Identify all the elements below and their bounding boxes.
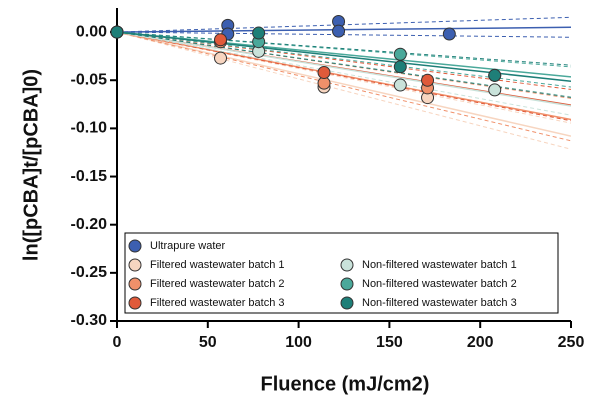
confidence-band — [117, 31, 571, 66]
confidence-band — [117, 31, 571, 150]
data-point — [332, 24, 346, 38]
data-point — [110, 25, 124, 39]
confidence-band — [117, 31, 571, 68]
y-tick-label: -0.25 — [71, 264, 108, 281]
legend-label: Ultrapure water — [150, 240, 226, 252]
data-point — [393, 78, 407, 92]
confidence-band — [117, 31, 571, 98]
legend-marker — [340, 258, 354, 272]
legend-label: Non-filtered wastewater batch 2 — [362, 278, 517, 290]
y-tick-label: -0.10 — [71, 120, 108, 137]
data-point — [252, 26, 266, 40]
x-tick-label: 200 — [467, 334, 494, 351]
y-axis-label: ln([pCBA]t/[pCBA]0) — [20, 69, 42, 261]
legend-marker — [340, 296, 354, 310]
confidence-band — [117, 31, 571, 142]
legend-marker — [128, 296, 142, 310]
data-point — [393, 47, 407, 61]
y-tick-label: -0.20 — [71, 216, 108, 233]
x-tick-label: 250 — [558, 334, 585, 351]
confidence-band — [117, 31, 571, 90]
fits — [117, 16, 571, 150]
legend-label: Filtered wastewater batch 1 — [150, 259, 285, 271]
confidence-band — [117, 31, 571, 99]
legend-label: Non-filtered wastewater batch 1 — [362, 259, 517, 271]
x-tick-label: 150 — [376, 334, 403, 351]
data-point — [393, 60, 407, 74]
confidence-band — [117, 31, 571, 98]
data-point — [488, 83, 502, 97]
x-tick-label: 100 — [285, 334, 312, 351]
data-point — [421, 73, 435, 87]
fit-line — [117, 31, 571, 137]
y-tick-label: -0.05 — [71, 71, 108, 88]
legend-marker — [128, 277, 142, 291]
fit-line — [117, 31, 571, 121]
legend-label: Non-filtered wastewater batch 3 — [362, 297, 517, 309]
confidence-band — [117, 31, 571, 38]
fit-line — [117, 31, 571, 83]
y-tick-label: -0.30 — [71, 312, 108, 329]
legend-label: Filtered wastewater batch 3 — [150, 297, 285, 309]
legend-marker — [128, 258, 142, 272]
data-point — [442, 27, 456, 41]
legend-label: Filtered wastewater batch 2 — [150, 278, 285, 290]
data-point — [488, 68, 502, 82]
legend-marker — [128, 239, 142, 253]
confidence-band — [117, 31, 571, 88]
x-axis-label: Fluence (mJ/cm2) — [261, 373, 430, 395]
data-point — [214, 51, 228, 65]
x-tick-label: 0 — [113, 334, 122, 351]
fit-line — [117, 31, 571, 107]
x-tick-label: 50 — [199, 334, 217, 351]
legend-marker — [340, 277, 354, 291]
data-point — [317, 66, 331, 80]
y-tick-label: -0.15 — [71, 168, 108, 185]
y-tick-label: 0.00 — [76, 23, 107, 40]
confidence-band — [117, 31, 571, 122]
data-point — [214, 33, 228, 47]
